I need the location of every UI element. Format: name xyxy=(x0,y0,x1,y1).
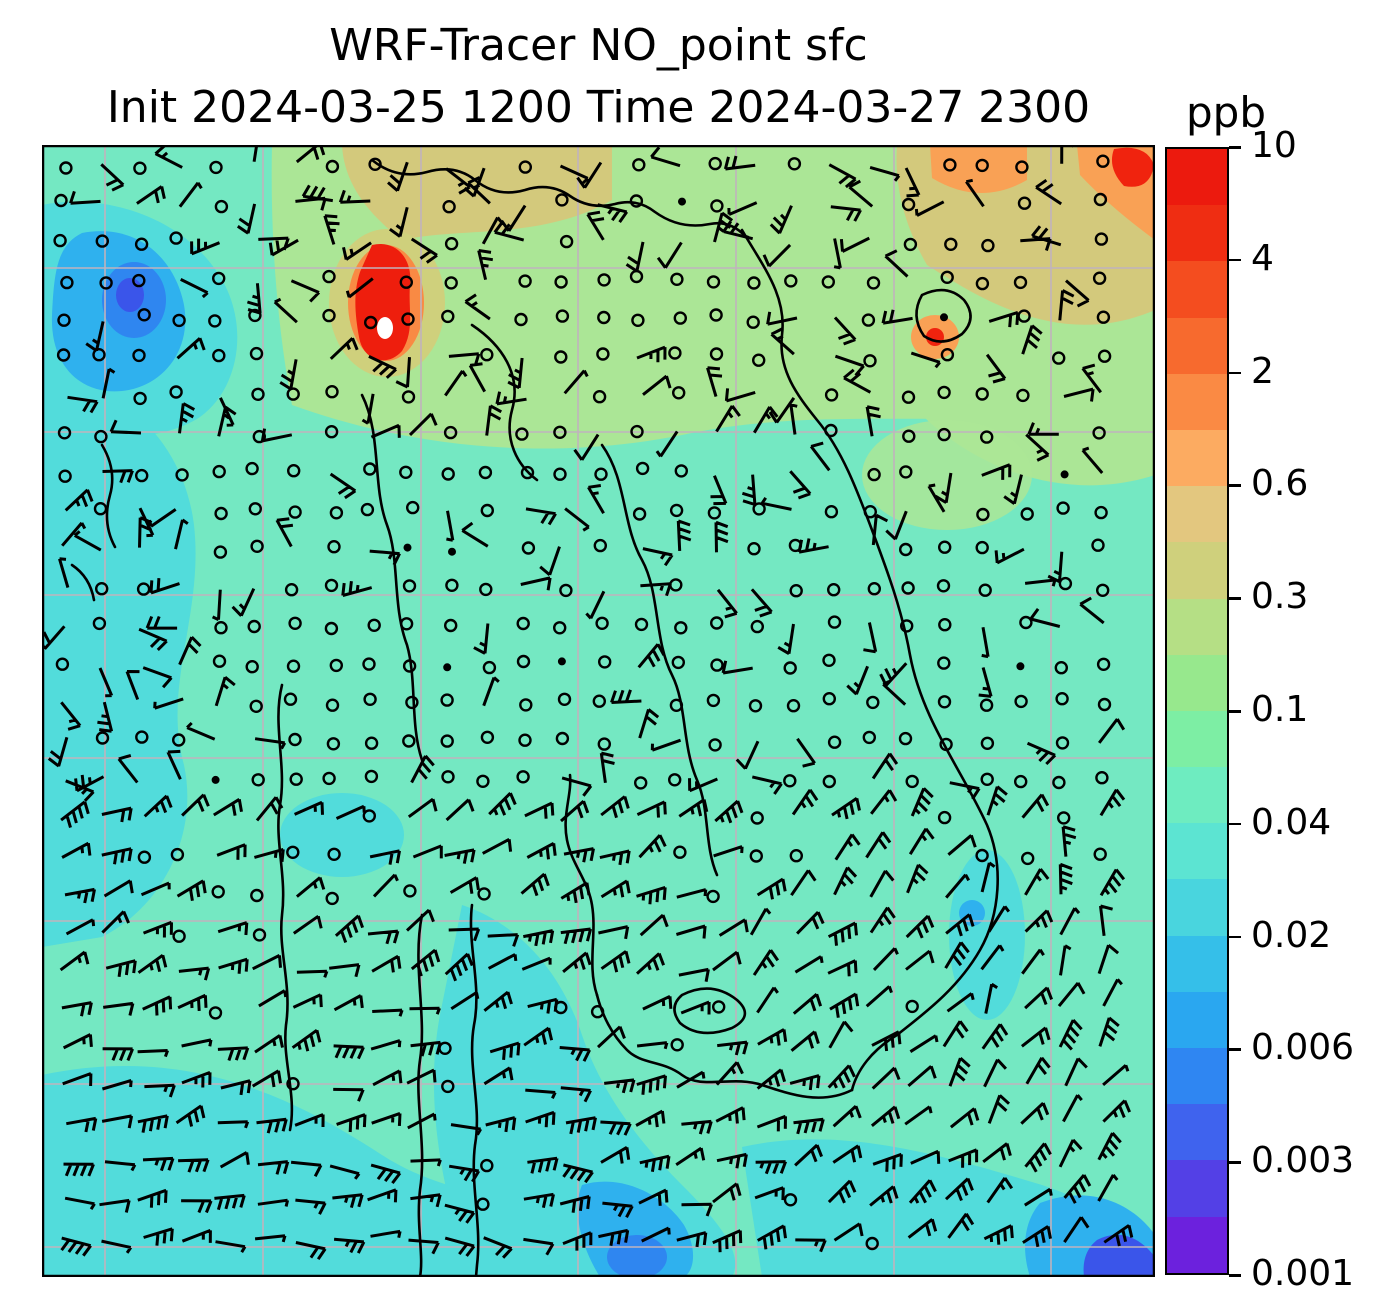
colorbar-tick-mark xyxy=(1229,371,1241,375)
colorbar-tick-mark xyxy=(1229,597,1241,600)
colorbar-tick-mark xyxy=(1229,1048,1241,1051)
map-border xyxy=(42,145,1155,1277)
colorbar-band xyxy=(1167,991,1227,1048)
colorbar-tick-mark xyxy=(1229,258,1241,262)
colorbar-units-label: ppb xyxy=(1186,88,1266,137)
colorbar xyxy=(1165,147,1229,1275)
colorbar-tick-mark xyxy=(1229,710,1241,713)
colorbar-band xyxy=(1167,149,1227,206)
colorbar-band xyxy=(1167,654,1227,711)
colorbar-band xyxy=(1167,205,1227,262)
colorbar-tick-mark xyxy=(1229,935,1241,939)
colorbar-band xyxy=(1167,429,1227,487)
colorbar-tick-mark xyxy=(1229,822,1241,826)
colorbar-band xyxy=(1167,879,1227,936)
colorbar-tick-label: 0.02 xyxy=(1251,914,1332,956)
colorbar-tick-label: 0.3 xyxy=(1251,576,1309,618)
colorbar-band xyxy=(1167,261,1227,318)
colorbar-tick-mark xyxy=(1229,146,1241,149)
colorbar-tick-label: 0.6 xyxy=(1251,463,1309,505)
coastlines xyxy=(70,158,999,1277)
concentration-field xyxy=(42,145,1155,1277)
colorbar-band xyxy=(1167,317,1227,374)
colorbar-band xyxy=(1167,935,1227,992)
colorbar-tick-label: 4 xyxy=(1251,237,1274,279)
colorbar-band xyxy=(1167,598,1227,655)
colorbar-band xyxy=(1167,710,1227,768)
plot-subtitle: Init 2024-03-25 1200 Time 2024-03-27 230… xyxy=(106,82,1091,133)
colorbar-tick-label: 0.04 xyxy=(1251,801,1332,843)
colorbar-tick-label: 0.003 xyxy=(1251,1140,1355,1182)
colorbar-band xyxy=(1167,1048,1227,1105)
colorbar-band xyxy=(1167,542,1227,599)
colorbar-tick-label: 0.1 xyxy=(1251,688,1309,730)
colorbar-band xyxy=(1167,486,1227,543)
colorbar-tick-mark xyxy=(1229,1274,1241,1277)
colorbar-tick-label: 10 xyxy=(1251,124,1297,166)
plot-title: WRF-Tracer NO_point sfc xyxy=(329,20,868,71)
map-canvas xyxy=(42,145,1155,1277)
colorbar-band xyxy=(1167,767,1227,824)
colorbar-tick-label: 2 xyxy=(1251,350,1274,392)
wind-barbs xyxy=(42,145,1134,1261)
colorbar-tick-mark xyxy=(1229,1161,1241,1164)
colorbar-band xyxy=(1167,1104,1227,1161)
colorbar-band xyxy=(1167,1160,1227,1217)
colorbar-band xyxy=(1167,373,1227,430)
colorbar-band xyxy=(1167,823,1227,880)
map-panel xyxy=(42,145,1155,1277)
gridlines xyxy=(42,145,1155,1277)
wind-barb-symbols xyxy=(42,145,1134,1261)
colorbar-tick-label: 0.006 xyxy=(1251,1027,1355,1069)
colorbar-tick-label: 0.001 xyxy=(1251,1252,1355,1294)
colorbar-band xyxy=(1167,1216,1227,1273)
colorbar-tick-mark xyxy=(1229,484,1241,487)
